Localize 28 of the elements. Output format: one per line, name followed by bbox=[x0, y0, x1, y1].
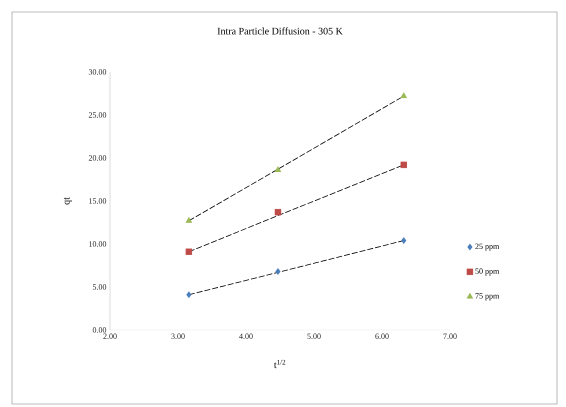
legend-label: 25 ppm bbox=[475, 244, 500, 251]
point bbox=[275, 268, 281, 275]
y-tick-label: 5.00 bbox=[92, 284, 106, 290]
y-tick-label: 25.00 bbox=[88, 112, 106, 118]
y-tick-label: 15.00 bbox=[89, 198, 106, 204]
x-tick-label: 7.00 bbox=[444, 334, 457, 339]
x-tick-label: 4.00 bbox=[239, 334, 253, 339]
x-tick-label: 5.00 bbox=[307, 334, 321, 339]
point bbox=[186, 216, 192, 223]
legend-label: 50 ppm bbox=[475, 268, 500, 276]
y-tick-label: 10.00 bbox=[89, 241, 106, 247]
point bbox=[186, 291, 192, 298]
x-tick-label: 3.00 bbox=[171, 334, 185, 339]
y-tick-label: 20.00 bbox=[88, 155, 106, 161]
x-axis-title: t$^{1/2}$ bbox=[274, 360, 286, 368]
x-tick-label: 6.00 bbox=[375, 334, 389, 339]
y-axis-title: qt bbox=[64, 197, 72, 205]
point bbox=[274, 166, 282, 172]
point bbox=[274, 208, 282, 216]
point bbox=[400, 162, 407, 168]
point bbox=[400, 92, 408, 98]
y-tick-label: 0.00 bbox=[92, 327, 106, 333]
point bbox=[401, 237, 406, 244]
chart-title: Intra Particle Diffusion - 305 K bbox=[218, 27, 343, 34]
point bbox=[186, 248, 192, 255]
y-tick-label: 30.00 bbox=[88, 69, 106, 75]
x-tick-label: 2.00 bbox=[103, 334, 117, 339]
legend-label: 75 ppm bbox=[476, 293, 500, 300]
